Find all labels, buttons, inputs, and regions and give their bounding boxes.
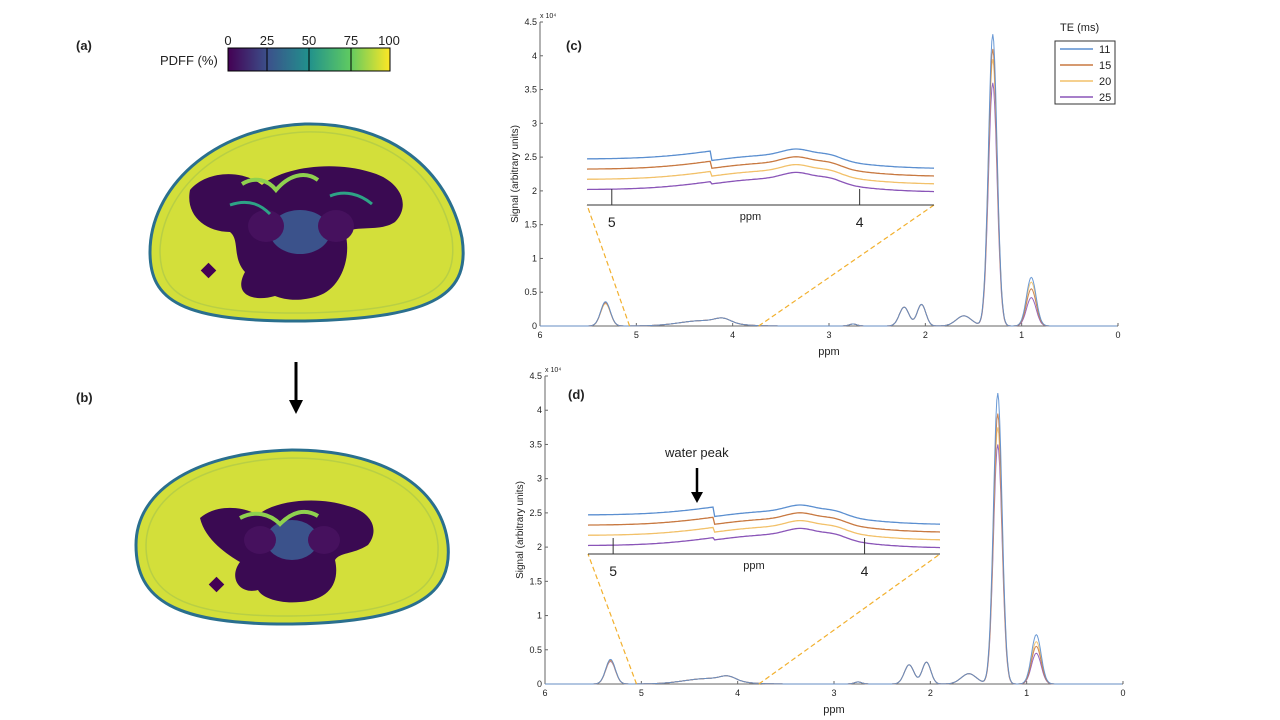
y-tick-label: 4 xyxy=(537,405,542,415)
spectrum-chart-d: 6 5 4 3 2 1 0 0 0.5 1 1.5 2 2.5 3 3.5 4 4.5x 10⁴ ppm Signa… xyxy=(515,367,1126,716)
colorbar-tick: 25 xyxy=(260,33,274,48)
y-exponent: x 10⁴ xyxy=(540,13,556,20)
inset-series-line-te-15 xyxy=(586,156,935,177)
series-line-te-11 xyxy=(540,34,1117,327)
inset-series-line-te-25 xyxy=(586,171,935,193)
y-tick-label: 3.5 xyxy=(524,85,537,95)
x-tick-label: 5 xyxy=(634,330,639,340)
zoom-guide-line xyxy=(758,553,941,685)
mri-image-b xyxy=(134,448,450,626)
inset-series-line-te-25 xyxy=(587,527,941,549)
zoom-guide-line xyxy=(758,204,935,327)
legend-entry: 11 xyxy=(1099,44,1110,56)
legend-title: TE (ms) xyxy=(1060,22,1099,34)
panel-label-c: (c) xyxy=(566,38,582,53)
series-line-te-25 xyxy=(545,444,1122,685)
x-tick-label: 6 xyxy=(537,330,542,340)
series-line-te-20 xyxy=(545,427,1122,685)
inset-x-tick-label: 5 xyxy=(609,563,617,579)
colorbar: PDFF (%) 0 25 50 75 100 xyxy=(160,33,400,72)
y-tick-label: 0.5 xyxy=(524,287,537,297)
y-tick-label: 2.5 xyxy=(529,508,542,518)
x-tick-label: 0 xyxy=(1120,688,1125,698)
x-tick-label: 1 xyxy=(1024,688,1029,698)
x-tick-label: 4 xyxy=(730,330,735,340)
x-tick-label: 2 xyxy=(928,688,933,698)
inset-x-tick-label: 4 xyxy=(861,563,869,579)
y-tick-label: 1.5 xyxy=(524,220,537,230)
mri-image-a xyxy=(148,122,465,323)
inset-x-axis-label: ppm xyxy=(743,560,764,572)
colorbar-tick: 0 xyxy=(224,33,231,48)
y-tick-label: 2 xyxy=(537,542,542,552)
inset-series-line-te-20 xyxy=(586,163,935,185)
water-peak-label: water peak xyxy=(664,445,729,460)
series-line-te-11 xyxy=(545,393,1122,685)
x-tick-label: 2 xyxy=(923,330,928,340)
colorbar-tick: 75 xyxy=(344,33,358,48)
panel-label-d: (d) xyxy=(568,387,585,402)
inset-x-tick-label: 5 xyxy=(608,214,616,230)
inset-series-line-te-11 xyxy=(587,504,941,525)
series-line-te-15 xyxy=(540,48,1117,327)
y-tick-label: 0 xyxy=(537,679,542,689)
y-tick-label: 1.5 xyxy=(529,576,542,586)
zoom-guide-line xyxy=(587,553,638,685)
x-axis-label: ppm xyxy=(818,346,839,358)
y-tick-label: 4 xyxy=(532,51,537,61)
x-axis-label: ppm xyxy=(823,704,844,716)
y-tick-label: 3 xyxy=(532,118,537,128)
panel-label-a: (a) xyxy=(76,38,92,53)
series-line-te-20 xyxy=(540,59,1117,327)
zoom-guide-line xyxy=(586,204,631,327)
legend-entry: 25 xyxy=(1099,92,1111,104)
x-tick-label: 1 xyxy=(1019,330,1024,340)
y-tick-label: 1 xyxy=(537,611,542,621)
down-arrow-icon xyxy=(289,362,303,414)
colorbar-tick: 100 xyxy=(378,33,400,48)
y-tick-label: 2.5 xyxy=(524,152,537,162)
panel-label-b: (b) xyxy=(76,390,93,405)
spectrum-chart-c: 6 5 4 3 2 1 0 0 0.5 1 1.5 2 2.5 3 3.5 4 4.5x 10⁴ ppm Signa… xyxy=(510,13,1121,358)
y-tick-label: 3.5 xyxy=(529,439,542,449)
colorbar-label: PDFF (%) xyxy=(160,53,218,68)
y-axis-label: Signal (arbitrary units) xyxy=(515,481,526,579)
x-tick-label: 5 xyxy=(639,688,644,698)
water-peak-annotation: water peak xyxy=(664,445,729,503)
x-tick-label: 6 xyxy=(542,688,547,698)
y-exponent: x 10⁴ xyxy=(545,367,561,374)
x-tick-label: 3 xyxy=(826,330,831,340)
inset-x-axis-label: ppm xyxy=(740,211,761,223)
inset-series-line-te-20 xyxy=(587,519,941,541)
series-line-te-15 xyxy=(545,413,1122,685)
legend-entry: 20 xyxy=(1099,76,1111,88)
y-tick-label: 4.5 xyxy=(529,371,542,381)
inset-x-tick-label: 4 xyxy=(856,214,864,230)
down-arrow-icon xyxy=(691,492,703,503)
y-tick-label: 2 xyxy=(532,186,537,196)
legend-entry: 15 xyxy=(1099,60,1111,72)
y-axis-label: Signal (arbitrary units) xyxy=(510,125,521,223)
y-tick-label: 1 xyxy=(532,253,537,263)
y-tick-label: 0 xyxy=(532,321,537,331)
x-tick-label: 4 xyxy=(735,688,740,698)
y-tick-label: 0.5 xyxy=(529,645,542,655)
y-tick-label: 3 xyxy=(537,474,542,484)
x-tick-label: 0 xyxy=(1115,330,1120,340)
colorbar-tick: 50 xyxy=(302,33,316,48)
y-tick-label: 4.5 xyxy=(524,17,537,27)
legend-box xyxy=(1054,40,1116,105)
x-tick-label: 3 xyxy=(831,688,836,698)
legend: TE (ms) 11 15 20 25 xyxy=(1054,22,1116,105)
inset-series-line-te-11 xyxy=(586,148,935,169)
inset-series-line-te-15 xyxy=(587,512,941,533)
